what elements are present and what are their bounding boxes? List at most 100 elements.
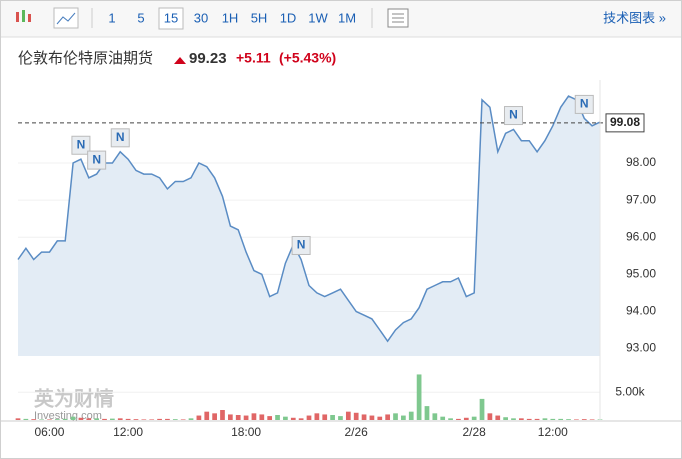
- news-marker[interactable]: [574, 94, 594, 114]
- volume-bar: [259, 414, 265, 420]
- volume-bar: [503, 417, 508, 420]
- volume-bar: [78, 417, 84, 420]
- y-tick-label: 93.00: [626, 341, 656, 355]
- news-marker[interactable]: [503, 106, 523, 126]
- volume-bar: [440, 416, 446, 420]
- volume-bar: [165, 418, 170, 420]
- interval-button[interactable]: 1H: [222, 10, 239, 25]
- volume-bar: [314, 413, 320, 420]
- volume-bar: [47, 419, 52, 420]
- interval-button[interactable]: 1W: [308, 10, 328, 25]
- volume-bar: [196, 415, 202, 420]
- volume-bar: [345, 411, 351, 420]
- volume-bar: [574, 419, 579, 420]
- volume-bar: [534, 418, 540, 420]
- volume-bar: [133, 419, 139, 420]
- volume-bar: [54, 419, 60, 420]
- volume-bar: [62, 418, 68, 420]
- volume-bar: [511, 418, 516, 420]
- volume-bar: [471, 416, 477, 420]
- volume-bar: [283, 416, 288, 420]
- volume-bar: [227, 414, 233, 420]
- price-line: [17, 95, 601, 343]
- area-fill: [18, 96, 600, 356]
- x-tick-label: 12:00: [113, 425, 143, 439]
- candle-icon[interactable]: [16, 10, 31, 22]
- settings-icon[interactable]: [387, 8, 409, 28]
- instrument-title: 伦敦布伦特原油期货: [18, 50, 153, 67]
- price-change-pct: (+5.43%): [279, 50, 336, 66]
- volume-bar: [70, 416, 76, 420]
- news-marker[interactable]: [71, 135, 91, 155]
- news-marker[interactable]: [87, 150, 107, 170]
- news-marker-label: N: [509, 108, 518, 122]
- watermark: 英为财情: [34, 386, 114, 410]
- watermark: Investing.com: [34, 410, 102, 422]
- volume-bar: [456, 418, 461, 420]
- y-tick-label: 5.00k: [615, 384, 645, 398]
- volume-bar: [479, 398, 485, 420]
- volume-bar: [589, 419, 595, 420]
- area-icon[interactable]: [53, 7, 79, 29]
- volume-bar: [581, 419, 587, 420]
- volume-bar: [117, 418, 123, 420]
- volume-bar: [408, 411, 414, 420]
- interval-active: [158, 7, 184, 30]
- volume-bar: [385, 414, 391, 420]
- volume-bar: [393, 413, 398, 420]
- volume-bar: [463, 417, 469, 420]
- volume-bar: [322, 414, 328, 420]
- interval-button[interactable]: 30: [194, 10, 208, 25]
- volume-bar: [94, 418, 100, 420]
- volume-bar: [204, 411, 210, 420]
- news-marker[interactable]: [110, 128, 130, 148]
- news-marker[interactable]: [291, 235, 311, 255]
- volume-bar: [338, 416, 343, 420]
- volume-bar: [495, 415, 501, 420]
- volume-bar: [377, 416, 383, 420]
- volume-bar: [518, 418, 524, 420]
- volume-bar: [416, 374, 422, 420]
- volume-bar: [306, 415, 312, 420]
- volume-bar: [353, 412, 359, 420]
- volume-bar: [550, 418, 556, 420]
- technical-link[interactable]: 技术图表 »: [603, 10, 666, 25]
- last-price: 99.23: [189, 50, 227, 67]
- interval-button[interactable]: 1D: [280, 10, 297, 25]
- volume-bar: [141, 419, 147, 420]
- y-tick-label: 98.00: [626, 155, 656, 169]
- volume-bar: [102, 418, 107, 420]
- volume-bar: [267, 416, 273, 420]
- news-marker-label: N: [297, 238, 306, 252]
- volume-bar: [401, 415, 406, 420]
- y-tick-label: 96.00: [626, 229, 656, 243]
- x-tick-label: 12:00: [538, 425, 568, 439]
- volume-bar: [149, 419, 155, 420]
- volume-bar: [275, 415, 280, 420]
- volume-bar: [361, 414, 367, 420]
- interval-button[interactable]: 15: [164, 10, 178, 25]
- x-tick-label: 18:00: [231, 425, 261, 439]
- interval-button[interactable]: 1M: [338, 10, 356, 25]
- volume-bar: [235, 415, 241, 420]
- volume-bar: [251, 413, 257, 420]
- volume-bar: [558, 418, 564, 420]
- interval-button[interactable]: 5: [137, 10, 144, 25]
- volume-bar: [432, 413, 438, 420]
- volume-bar: [566, 419, 571, 420]
- y-tick-label: 94.00: [626, 304, 656, 318]
- volume-bar: [86, 418, 92, 420]
- y-tick-label: 95.00: [626, 267, 656, 281]
- volume-bar: [125, 418, 131, 420]
- volume-bar: [157, 418, 162, 420]
- interval-button[interactable]: 5H: [251, 10, 268, 25]
- up-arrow: [174, 57, 186, 64]
- x-tick-label: 06:00: [34, 425, 64, 439]
- volume-bar: [188, 418, 194, 420]
- volume-bar: [424, 406, 430, 420]
- volume-bar: [172, 419, 178, 420]
- volume-bar: [542, 418, 548, 420]
- interval-button[interactable]: 1: [108, 10, 115, 25]
- price-change: +5.11: [236, 50, 271, 66]
